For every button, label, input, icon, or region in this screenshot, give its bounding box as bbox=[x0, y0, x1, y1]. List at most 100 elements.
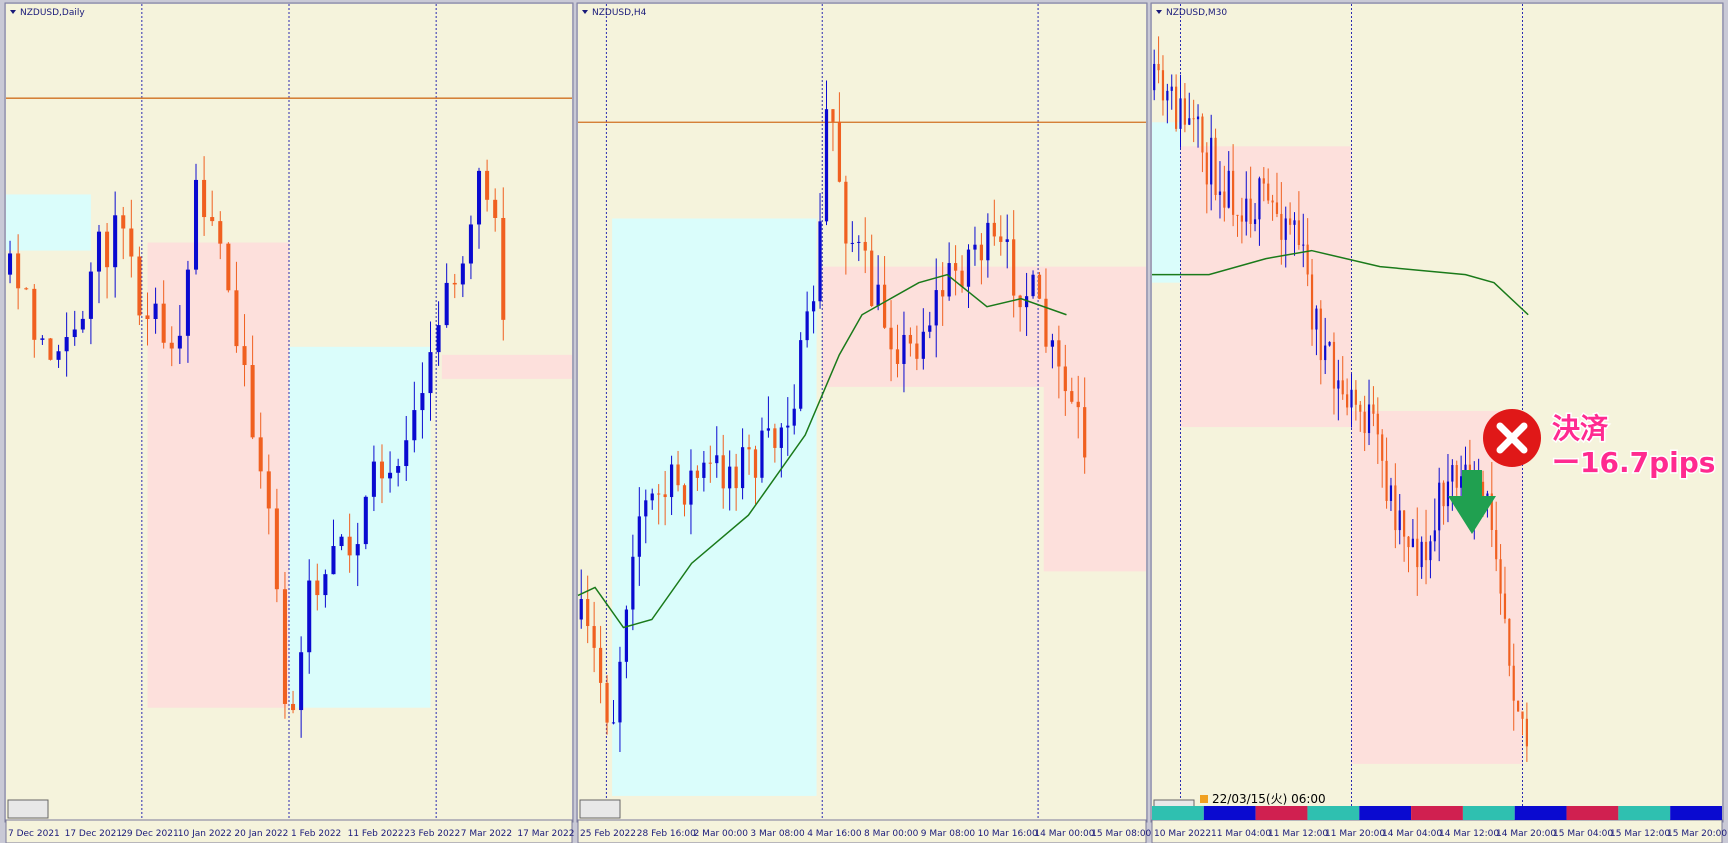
candle-body bbox=[1018, 295, 1022, 308]
date-label: 11 Mar 12:00 bbox=[1268, 829, 1328, 839]
candle-body bbox=[598, 647, 603, 683]
candle-body bbox=[953, 263, 958, 271]
candle-body bbox=[468, 224, 473, 264]
candle-body bbox=[644, 500, 648, 517]
candle-body bbox=[902, 334, 906, 364]
candle-body bbox=[315, 580, 320, 596]
candle-body bbox=[882, 284, 887, 328]
date-label: 7 Mar 2022 bbox=[461, 829, 512, 839]
candle-body bbox=[1420, 541, 1423, 568]
date-label: 11 Feb 2022 bbox=[348, 829, 404, 839]
date-label: 3 Mar 08:00 bbox=[750, 829, 805, 839]
candle-body bbox=[611, 722, 616, 724]
annotation-text: ー16.7pips bbox=[1552, 446, 1715, 479]
candle-body bbox=[1315, 308, 1318, 330]
candle-body bbox=[1517, 700, 1520, 712]
signal-strip bbox=[1411, 806, 1463, 820]
date-label: 14 Mar 20:00 bbox=[1496, 829, 1556, 839]
candle-body bbox=[1442, 482, 1445, 507]
candle-body bbox=[105, 231, 110, 268]
candle-body bbox=[1192, 118, 1195, 120]
candle-body bbox=[48, 338, 53, 360]
candle-body bbox=[1280, 213, 1283, 240]
candle-body bbox=[747, 447, 751, 450]
signal-strip bbox=[1203, 806, 1256, 820]
candle-body bbox=[618, 661, 622, 723]
candle-body bbox=[1398, 510, 1401, 531]
date-label: 23 Feb 2022 bbox=[404, 829, 460, 839]
candle-body bbox=[485, 170, 490, 200]
moving-average bbox=[1152, 249, 1529, 316]
candle-body bbox=[64, 337, 69, 352]
candle-body bbox=[347, 536, 352, 556]
signal-strip bbox=[1566, 806, 1619, 820]
candle-body bbox=[1376, 413, 1379, 435]
candle-body bbox=[121, 215, 126, 229]
candle-body bbox=[1188, 118, 1191, 125]
candle-body bbox=[412, 410, 417, 441]
candle-body bbox=[657, 493, 661, 495]
date-label: 2 Mar 00:00 bbox=[694, 829, 749, 839]
candle-body bbox=[721, 455, 725, 489]
candle-body bbox=[1385, 460, 1388, 501]
range-box-red bbox=[1351, 410, 1523, 764]
candle-body bbox=[299, 652, 304, 711]
candle-body bbox=[1328, 341, 1331, 346]
candle-body bbox=[185, 269, 190, 336]
signal-strip bbox=[1359, 806, 1412, 820]
candle-body bbox=[863, 241, 867, 251]
candle-body bbox=[56, 351, 61, 360]
date-label: 14 Mar 00:00 bbox=[1034, 829, 1094, 839]
range-box-red bbox=[1043, 378, 1146, 572]
candle-body bbox=[1063, 366, 1067, 392]
candle-body bbox=[444, 282, 449, 326]
range-box-red bbox=[147, 242, 289, 708]
candle-body bbox=[1337, 380, 1340, 389]
candle-body bbox=[876, 284, 880, 306]
candle-body bbox=[637, 516, 641, 557]
candle-body bbox=[650, 493, 654, 501]
candle-body bbox=[1161, 70, 1165, 101]
candle-body bbox=[323, 574, 328, 596]
candle-body bbox=[773, 428, 777, 448]
candle-body bbox=[824, 109, 829, 222]
candle-body bbox=[250, 365, 255, 438]
candle-body bbox=[1324, 345, 1327, 361]
candle-body bbox=[1083, 407, 1087, 458]
candle-body bbox=[1153, 63, 1156, 91]
candle-body bbox=[396, 466, 401, 473]
candle-body bbox=[226, 243, 231, 291]
candle-body bbox=[831, 109, 835, 122]
candle-body bbox=[1354, 389, 1357, 405]
candle-body bbox=[404, 440, 409, 467]
candle-body bbox=[1262, 178, 1265, 184]
panel-menu-icon bbox=[10, 10, 16, 14]
candle-body bbox=[1341, 380, 1344, 395]
candle-body bbox=[1249, 198, 1252, 224]
panel-title: NZDUSD,H4 bbox=[592, 8, 647, 18]
candle-body bbox=[1275, 202, 1279, 214]
candle-body bbox=[624, 609, 629, 662]
candle-body bbox=[850, 242, 854, 244]
candle-body bbox=[1407, 536, 1410, 548]
candle-body bbox=[202, 179, 207, 218]
candle-body bbox=[928, 325, 932, 332]
candle-body bbox=[96, 231, 102, 272]
candle-body bbox=[1359, 404, 1362, 412]
candle-body bbox=[379, 461, 385, 479]
candle-body bbox=[1253, 219, 1257, 224]
candle-body bbox=[1297, 220, 1300, 246]
candle-body bbox=[1446, 481, 1450, 507]
range-box-blue bbox=[6, 194, 91, 251]
panel-title: NZDUSD,M30 bbox=[1166, 8, 1227, 18]
candle-body bbox=[1372, 404, 1375, 414]
candle-body bbox=[702, 462, 706, 478]
candle-body bbox=[779, 427, 783, 448]
date-label: 10 Mar 16:00 bbox=[978, 829, 1038, 839]
candle-body bbox=[895, 349, 900, 364]
date-label: 1 Feb 2022 bbox=[291, 829, 341, 839]
date-label: 28 Feb 16:00 bbox=[637, 829, 696, 839]
candle-body bbox=[282, 589, 287, 704]
candle-body bbox=[1389, 485, 1393, 501]
date-label: 17 Dec 2021 bbox=[65, 829, 123, 839]
